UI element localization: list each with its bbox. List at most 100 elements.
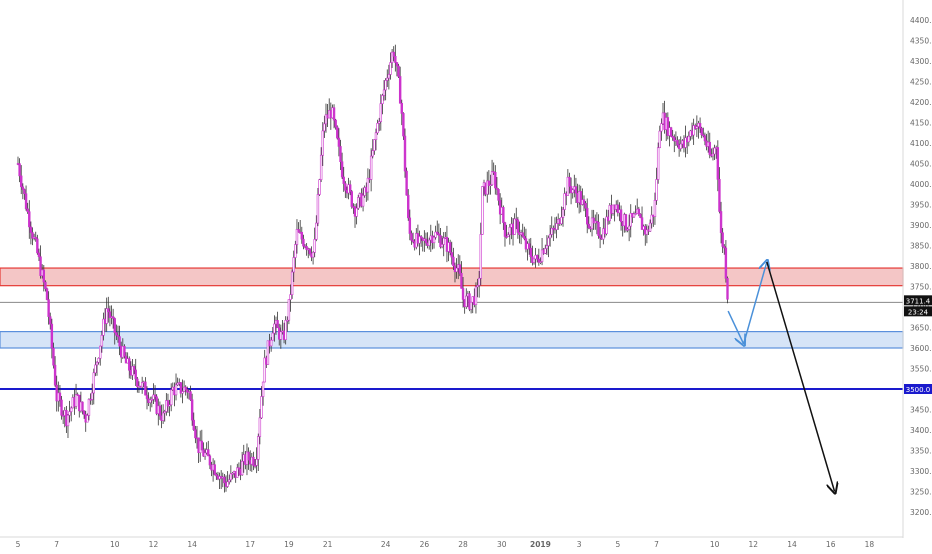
- price-tick-label: 3800.0: [910, 262, 932, 271]
- candle: [52, 347, 55, 366]
- candle: [240, 461, 244, 476]
- candle: [381, 95, 384, 105]
- candle: [115, 332, 118, 336]
- candle: [394, 55, 397, 63]
- candle: [474, 286, 478, 305]
- candle: [107, 308, 110, 313]
- candles-layer: [16, 44, 729, 493]
- price-tick-label: 3850.0: [910, 242, 932, 251]
- candle: [555, 223, 558, 230]
- candle: [434, 231, 437, 238]
- candle: [450, 252, 453, 258]
- price-tick-label: 4050.0: [910, 160, 932, 169]
- candle: [123, 346, 126, 357]
- candle: [53, 364, 57, 386]
- candle: [374, 132, 378, 140]
- candle: [308, 248, 312, 254]
- candle: [355, 207, 358, 217]
- candle: [545, 245, 549, 249]
- candle: [316, 194, 320, 224]
- candle: [521, 232, 524, 237]
- candle: [627, 225, 631, 230]
- candle: [568, 176, 571, 187]
- projection-blue-up[interactable]: [742, 262, 767, 345]
- candle: [90, 392, 94, 400]
- candle: [584, 202, 587, 209]
- projection-blue-down[interactable]: [727, 310, 743, 344]
- candle: [386, 77, 389, 81]
- candle: [547, 237, 550, 246]
- candle: [666, 117, 670, 136]
- candle: [39, 256, 42, 276]
- candle: [384, 80, 387, 91]
- candle: [50, 323, 54, 349]
- price-tick-label: 3300.0: [910, 467, 932, 476]
- candle: [495, 187, 499, 190]
- candle: [721, 232, 724, 247]
- candle: [692, 125, 695, 136]
- candle: [418, 236, 421, 244]
- time-tick-label: 12: [749, 540, 759, 549]
- candle: [632, 213, 636, 218]
- candle: [713, 147, 716, 155]
- price-tick-label: 3550.0: [910, 365, 932, 374]
- candle: [502, 207, 505, 223]
- projection-layer: [727, 261, 835, 492]
- candle: [684, 137, 687, 148]
- candle: [587, 223, 591, 229]
- candle: [337, 137, 341, 147]
- countdown-value: 23:24: [908, 308, 929, 316]
- time-tick-label: 30: [497, 540, 507, 549]
- projection-black-down[interactable]: [766, 261, 835, 492]
- candle: [537, 258, 541, 263]
- candle: [629, 213, 632, 227]
- candle: [382, 89, 386, 96]
- candle: [284, 320, 287, 340]
- candle: [74, 394, 78, 407]
- candle: [131, 366, 134, 376]
- candle: [318, 179, 321, 195]
- candle: [321, 130, 324, 156]
- price-tick-label: 3750.0: [910, 283, 932, 292]
- candle: [718, 179, 721, 212]
- candle: [645, 229, 649, 235]
- support-zone[interactable]: [0, 331, 904, 349]
- time-axis[interactable]: 5 7 10 12 14 17 19 21 24 26 28 30 2019 3 5 7 10 12 14 16 18: [16, 540, 875, 549]
- time-tick-label: 2019: [530, 540, 551, 549]
- candle: [424, 238, 428, 244]
- price-tick-label: 4400.0: [910, 16, 932, 25]
- candle: [174, 384, 178, 396]
- candle: [290, 271, 294, 295]
- candle: [207, 449, 210, 457]
- candle: [560, 217, 563, 225]
- candle: [149, 399, 152, 403]
- candle: [155, 396, 158, 414]
- candle: [94, 364, 97, 374]
- candle: [292, 257, 295, 273]
- time-tick-label: 10: [710, 540, 720, 549]
- level-price-tag: [904, 384, 932, 394]
- price-tick-label: 3450.0: [910, 406, 932, 415]
- candle: [144, 381, 147, 396]
- candle: [105, 308, 108, 324]
- candle: [658, 130, 661, 149]
- candle: [379, 103, 383, 122]
- candle: [698, 123, 702, 129]
- candle: [228, 479, 231, 483]
- candle: [297, 229, 300, 233]
- candle: [687, 136, 691, 143]
- candle: [132, 366, 136, 371]
- candle: [323, 123, 326, 132]
- candle: [529, 247, 532, 258]
- candle: [45, 288, 49, 300]
- candle: [436, 231, 439, 235]
- candle: [515, 218, 518, 221]
- candle: [419, 236, 423, 239]
- candle: [673, 137, 676, 142]
- price-axis[interactable]: 4400.0 4350.0 4300.0 4250.0 4200.0 4150.0 4100…: [910, 16, 932, 517]
- candle: [595, 220, 599, 223]
- resistance-zone[interactable]: [0, 267, 904, 287]
- candle: [226, 481, 229, 487]
